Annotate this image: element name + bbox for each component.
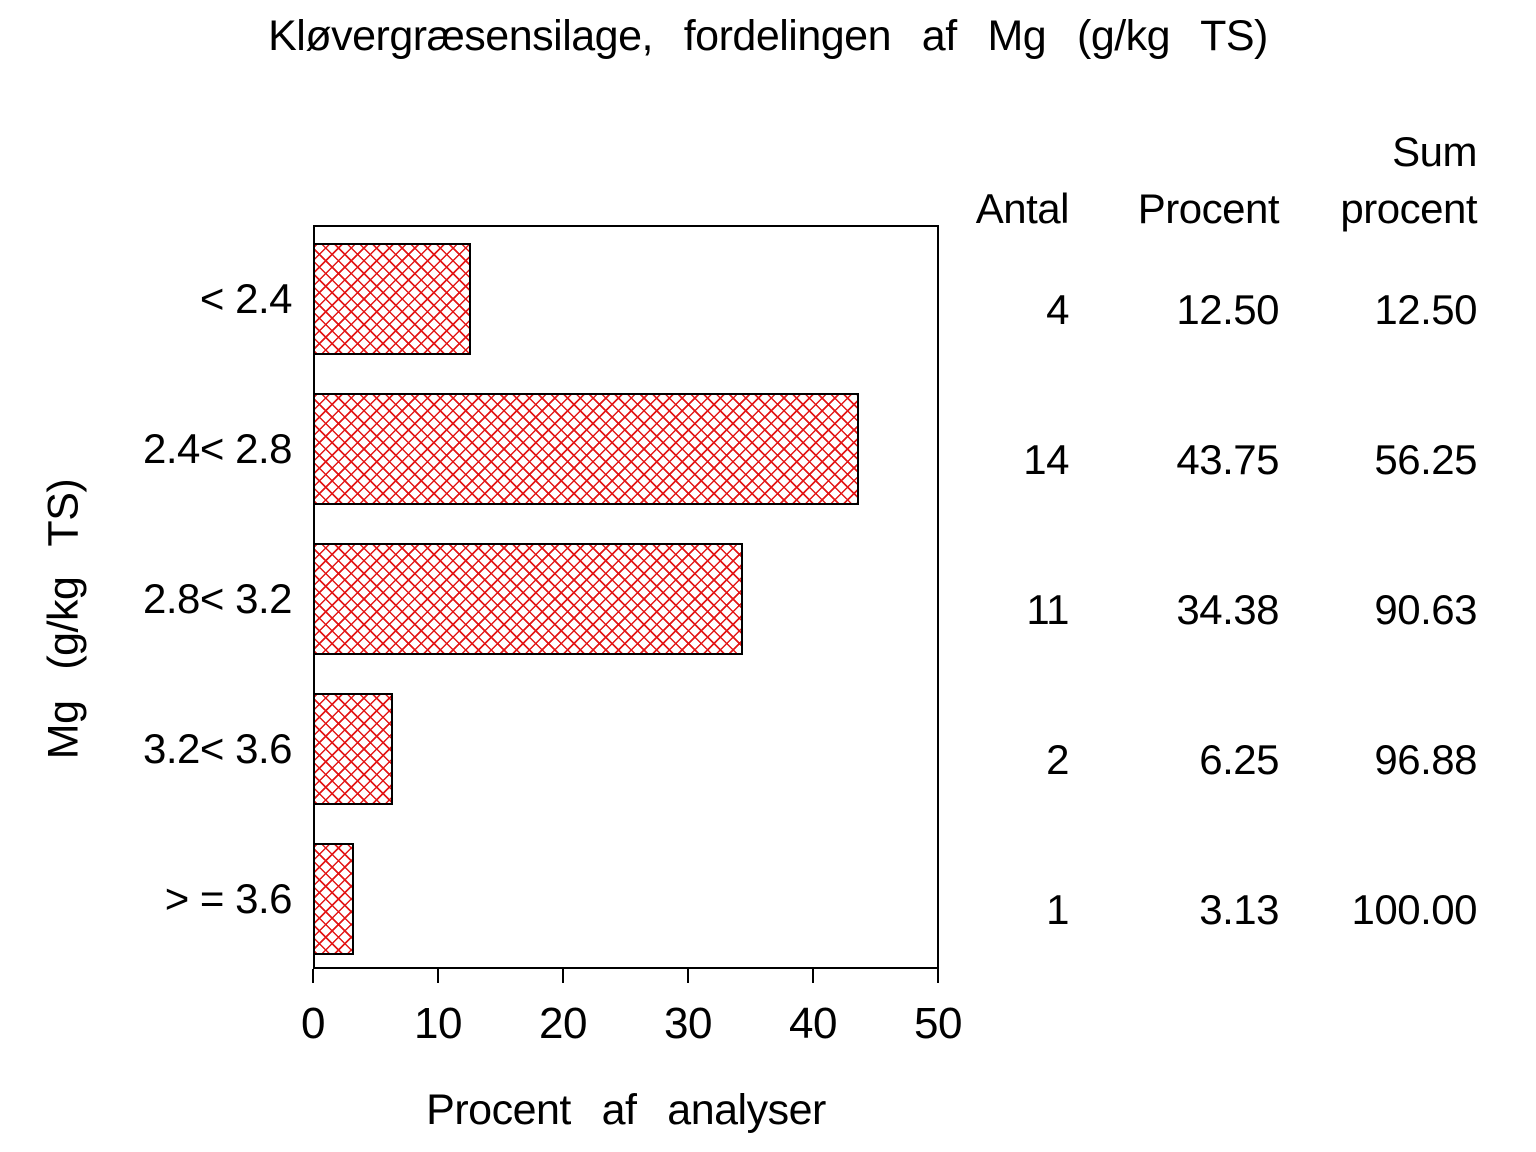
x-tick-mark: [437, 969, 439, 983]
x-tick-mark: [937, 969, 939, 983]
category-label: < 2.4: [199, 275, 293, 322]
category-label: > = 3.6: [164, 875, 293, 922]
y-axis-label: Mg (g/kg TS): [39, 478, 88, 760]
table-header-sum-line2: procent: [1340, 185, 1477, 232]
antal-value: 4: [1046, 286, 1069, 333]
sum-procent-value: 100.00: [1351, 886, 1478, 933]
x-tick-label: 20: [539, 999, 587, 1048]
chart-title: Kløvergræsensilage, fordelingen af Mg (g…: [268, 12, 1268, 60]
antal-value: 11: [1026, 586, 1069, 633]
chart-bar: [315, 543, 743, 655]
x-tick-label: 50: [914, 999, 962, 1048]
chart-bar: [315, 693, 393, 805]
x-tick-label: 30: [664, 999, 712, 1048]
procent-value: 6.25: [1199, 736, 1279, 783]
procent-value: 3.13: [1199, 886, 1279, 933]
x-tick-mark: [562, 969, 564, 983]
category-label: 3.2< 3.6: [143, 725, 292, 772]
table-header-procent: Procent: [1137, 185, 1280, 232]
antal-value: 14: [1023, 436, 1069, 483]
sum-procent-value: 56.25: [1374, 436, 1477, 483]
antal-value: 2: [1046, 736, 1069, 783]
x-tick-mark: [687, 969, 689, 983]
category-label: 2.4< 2.8: [143, 425, 292, 472]
plot-area: [313, 225, 939, 969]
procent-value: 34.38: [1176, 586, 1279, 633]
x-tick-label: 10: [414, 999, 462, 1048]
table-header-antal: Antal: [975, 185, 1070, 232]
category-label: 2.8< 3.2: [143, 575, 292, 622]
procent-value: 12.50: [1176, 286, 1279, 333]
x-tick-label: 0: [301, 999, 325, 1048]
sum-procent-value: 90.63: [1374, 586, 1477, 633]
sum-procent-value: 12.50: [1374, 286, 1477, 333]
sum-procent-value: 96.88: [1374, 736, 1477, 783]
x-tick-label: 40: [789, 999, 837, 1048]
x-tick-mark: [312, 969, 314, 983]
chart-bar: [315, 843, 354, 955]
x-tick-mark: [812, 969, 814, 983]
table-header-sum-line1: Sum: [1392, 128, 1477, 175]
chart-bar: [315, 393, 859, 505]
procent-value: 43.75: [1176, 436, 1279, 483]
x-axis-label: Procent af analyser: [426, 1086, 826, 1134]
antal-value: 1: [1046, 886, 1069, 933]
chart-bar: [315, 243, 471, 355]
